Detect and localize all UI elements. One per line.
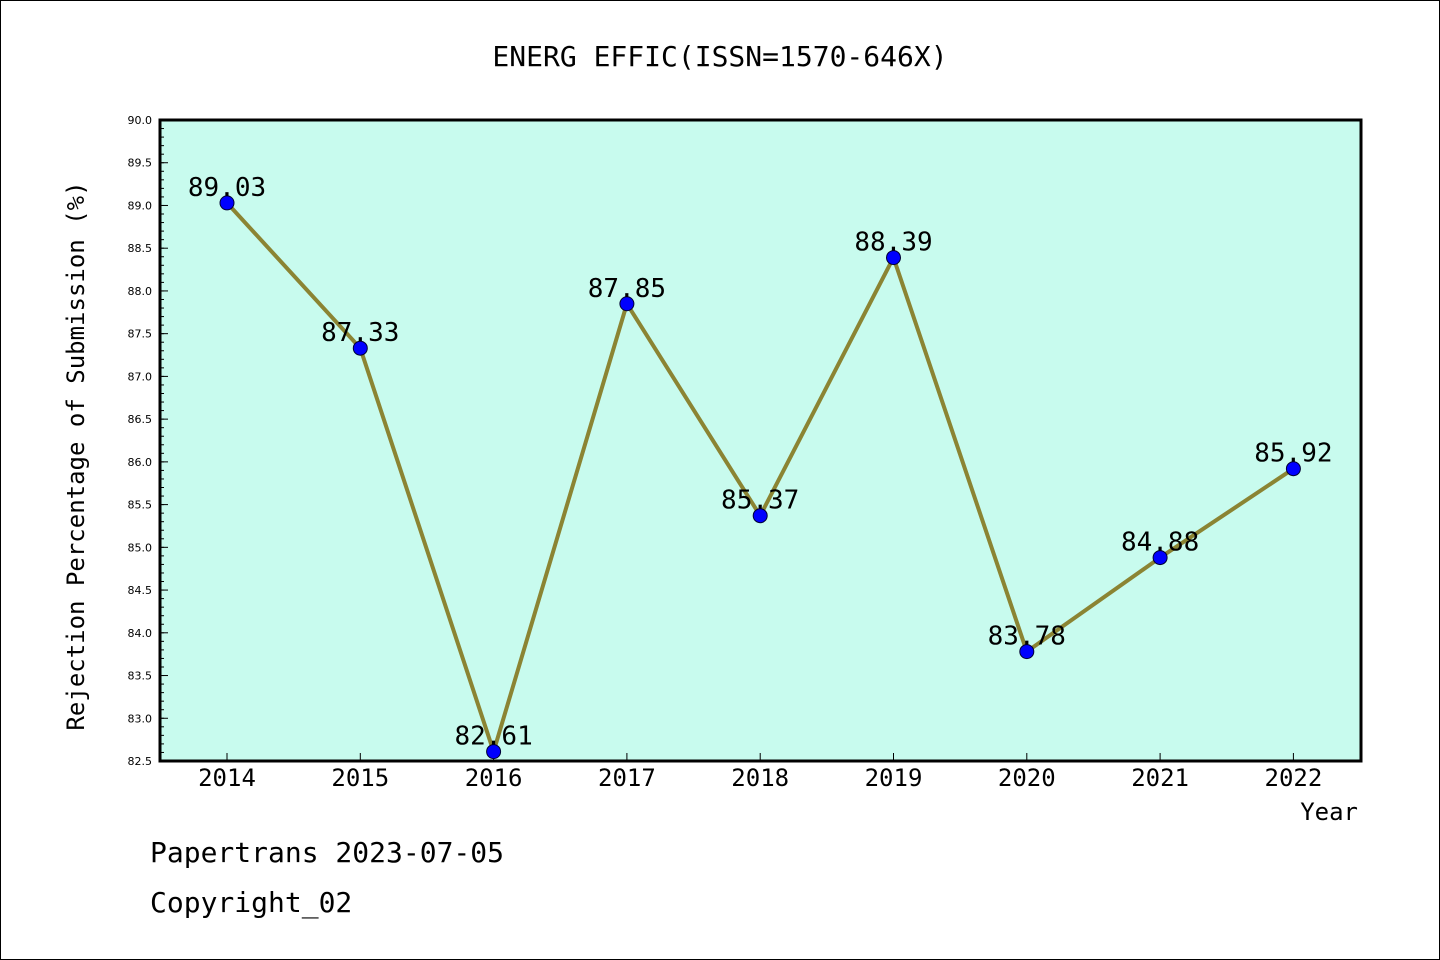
x-tick-label: 2022 xyxy=(1265,764,1323,792)
y-tick-label: 89.0 xyxy=(128,199,153,212)
data-label: 88.39 xyxy=(854,228,932,258)
y-tick-label: 85.0 xyxy=(128,541,153,554)
y-tick-label: 83.0 xyxy=(128,712,153,725)
data-label: 87.33 xyxy=(321,318,399,348)
x-tick-label: 2021 xyxy=(1131,764,1189,792)
y-tick-label: 83.5 xyxy=(128,670,153,683)
x-axis: 2014 2015 2016 2017 2018 2019 2020 2021 2022 xyxy=(198,753,1322,792)
data-label: 89.03 xyxy=(188,173,266,203)
y-tick-label: 87.5 xyxy=(128,328,153,341)
data-point xyxy=(752,508,768,524)
data-point xyxy=(486,744,502,760)
y-tick-label: 88.0 xyxy=(128,285,153,298)
y-tick-label: 85.5 xyxy=(128,499,153,512)
data-labels: 89.03 87.33 82.61 87.85 85.37 88.39 83.78 84.88… xyxy=(188,173,1333,752)
data-label: 87.85 xyxy=(588,274,666,304)
x-tick-label: 2016 xyxy=(465,764,523,792)
data-point xyxy=(1285,461,1301,477)
y-axis: 82.5 83.0 83.5 84.0 84.5 85.0 85.5 86.0 86.5 87.0… xyxy=(128,114,168,768)
data-point xyxy=(886,250,901,266)
data-label: 83.78 xyxy=(988,622,1066,652)
y-axis-label: Rejection Percentage of Submission (%) xyxy=(62,181,90,730)
y-tick-label: 89.5 xyxy=(128,157,153,170)
x-tick-label: 2018 xyxy=(731,764,789,792)
data-point xyxy=(619,296,635,312)
data-point xyxy=(352,340,368,356)
x-tick-label: 2020 xyxy=(998,764,1056,792)
x-axis-label: Year xyxy=(1300,798,1358,826)
data-point xyxy=(1019,644,1035,660)
y-tick-label: 88.5 xyxy=(128,242,153,255)
data-point xyxy=(1152,550,1168,566)
data-label: 82.61 xyxy=(454,722,532,752)
y-tick-label: 90.0 xyxy=(128,114,153,127)
y-tick-label: 86.0 xyxy=(128,456,153,469)
footer-credit: Papertrans 2023-07-05 xyxy=(150,836,505,869)
x-tick-label: 2014 xyxy=(198,764,256,792)
x-tick-label: 2019 xyxy=(865,764,923,792)
y-tick-label: 82.5 xyxy=(128,755,153,768)
chart-title: ENERG EFFIC(ISSN=1570-646X) xyxy=(492,40,947,73)
data-label: 84.88 xyxy=(1121,528,1199,558)
series-line-group xyxy=(219,195,1301,760)
data-label: 85.92 xyxy=(1254,439,1332,469)
y-tick-label: 84.5 xyxy=(128,584,153,597)
y-tick-label: 84.0 xyxy=(128,627,153,640)
footer-copyright: Copyright_02 xyxy=(150,886,353,919)
y-tick-label: 87.0 xyxy=(128,370,153,383)
data-point xyxy=(219,195,235,211)
y-tick-label: 86.5 xyxy=(128,413,153,426)
data-label: 85.37 xyxy=(721,486,799,516)
plot-area xyxy=(158,118,1363,763)
x-tick-label: 2015 xyxy=(331,764,389,792)
x-tick-label: 2017 xyxy=(598,764,656,792)
